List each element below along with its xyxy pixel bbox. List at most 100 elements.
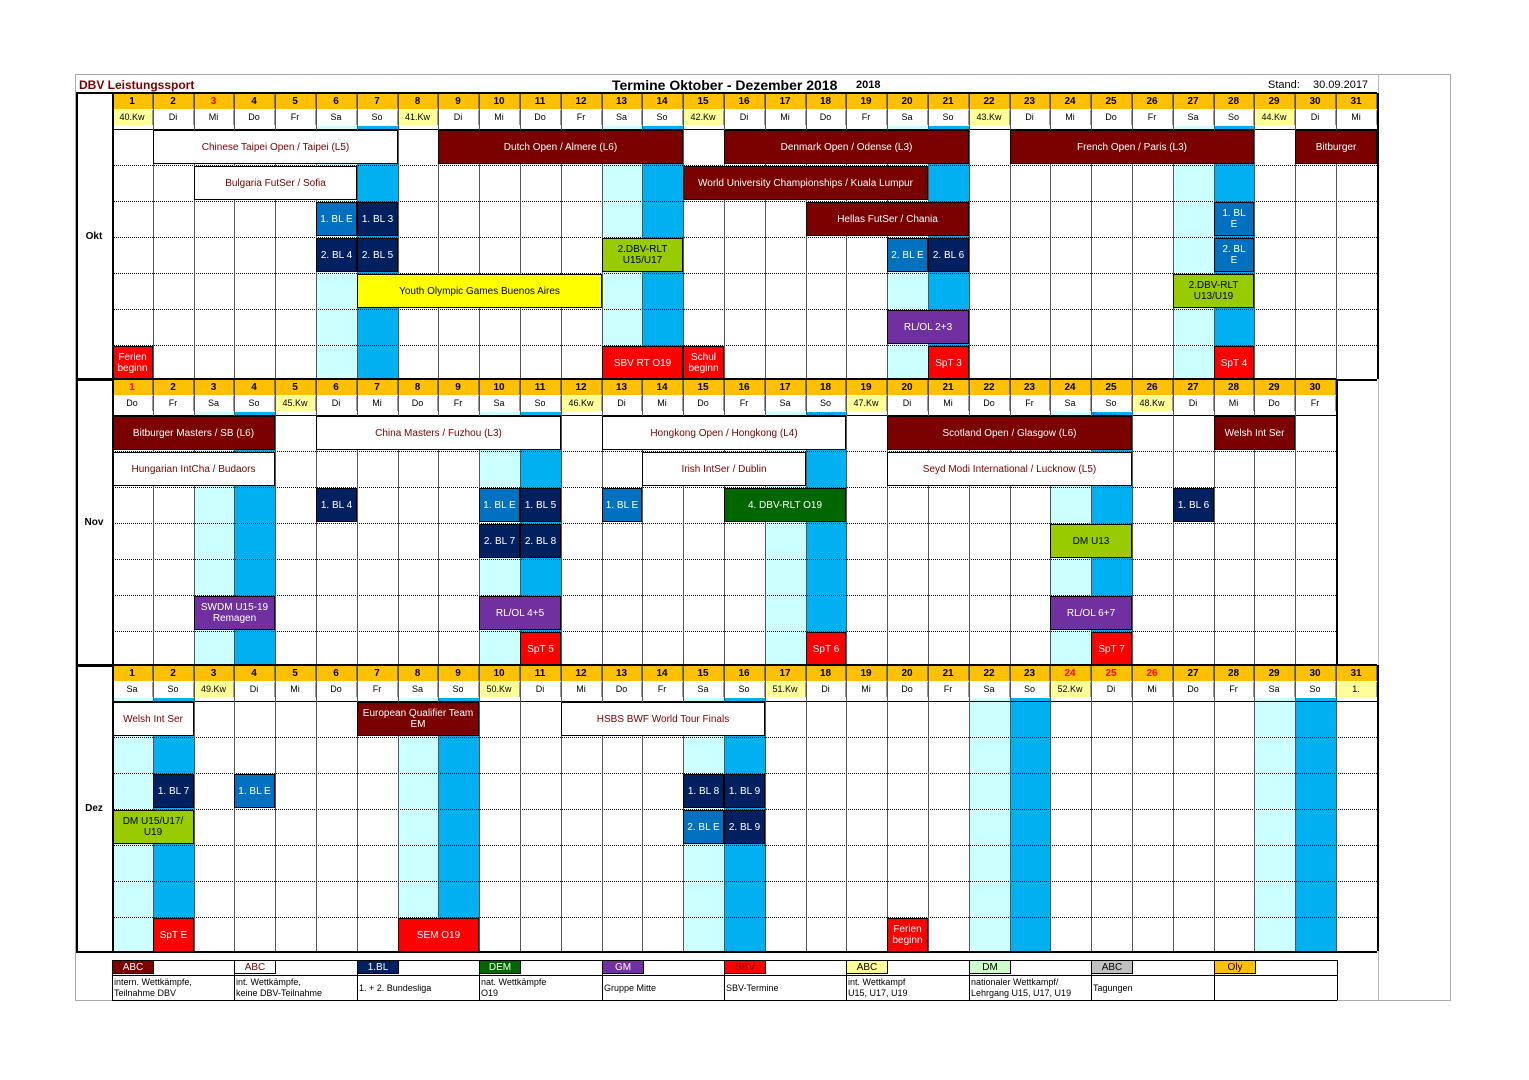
calendar-event[interactable]: 2. BL 7 xyxy=(479,524,520,558)
legend-divider xyxy=(724,960,725,1000)
calendar-event[interactable]: Ferien beginn xyxy=(112,346,153,380)
calendar-event[interactable]: 1. BL 8 xyxy=(683,774,724,808)
grid-day-line xyxy=(1091,665,1092,951)
calendar-event[interactable]: 2. BL E xyxy=(887,238,928,272)
calendar-event[interactable]: 2. BL 5 xyxy=(357,238,398,272)
grid-day-line xyxy=(602,93,603,379)
weekday-label: 48.Kw xyxy=(1132,396,1173,411)
calendar-event[interactable]: Denmark Open / Odense (L3) xyxy=(724,130,969,164)
calendar-event[interactable]: 2. BL E xyxy=(1214,238,1254,272)
calendar-event[interactable]: RL/OL 2+3 xyxy=(887,310,969,344)
calendar-event[interactable]: World University Championships / Kuala L… xyxy=(683,166,928,200)
calendar-event[interactable]: 2. BL 8 xyxy=(520,524,561,558)
calendar-event[interactable]: 2.DBV-RLT U15/U17 xyxy=(602,238,683,272)
calendar-event[interactable]: European Qualifier Team EM xyxy=(357,702,479,736)
legend-description: nat. Wettkämpfe O19 xyxy=(481,977,547,998)
calendar-event[interactable]: China Masters / Fuzhou (L3) xyxy=(316,416,561,450)
weekday-label: Do xyxy=(683,396,724,411)
calendar-event[interactable]: 1. BL E xyxy=(316,202,357,236)
calendar-event[interactable]: Welsh Int Ser xyxy=(112,702,194,736)
weekend-band xyxy=(1173,126,1214,379)
calendar-event[interactable]: Schul beginn xyxy=(683,346,724,380)
grid-day-line xyxy=(520,379,521,665)
calendar-event[interactable]: SpT 6 xyxy=(806,632,846,666)
calendar-event[interactable]: 2. BL E xyxy=(683,810,724,844)
calendar-event[interactable]: SEM O19 xyxy=(398,918,479,952)
day-number: 22 xyxy=(969,665,1010,681)
calendar-event[interactable]: SpT E xyxy=(153,918,194,952)
calendar-event[interactable]: 1. BL 6 xyxy=(1173,488,1214,522)
month-frame-top xyxy=(76,378,1336,380)
weekday-label: Sa xyxy=(112,682,153,697)
calendar-event[interactable]: 1. BL 4 xyxy=(316,488,357,522)
day-number: 18 xyxy=(806,665,846,681)
calendar-event[interactable]: HSBS BWF World Tour Finals xyxy=(561,702,765,736)
calendar-event[interactable]: Hungarian IntCha / Budaors xyxy=(112,452,275,486)
grid-day-line xyxy=(438,93,439,379)
calendar-event[interactable]: Dutch Open / Almere (L6) xyxy=(438,130,683,164)
grid-day-line xyxy=(642,379,643,665)
calendar-event[interactable]: Scotland Open / Glasgow (L6) xyxy=(887,416,1132,450)
day-number: 3 xyxy=(194,93,234,109)
grid-day-line xyxy=(724,93,725,379)
weekday-label: Di xyxy=(316,396,357,411)
calendar-event[interactable]: Bitburger Masters / SB (L6) xyxy=(112,416,275,450)
calendar-event[interactable]: SpT 3 xyxy=(928,346,969,380)
day-number: 30 xyxy=(1295,665,1336,681)
calendar-event[interactable]: Seyd Modi International / Lucknow (L5) xyxy=(887,452,1132,486)
day-number: 26 xyxy=(1132,379,1173,395)
calendar-event[interactable]: Welsh Int Ser xyxy=(1214,416,1295,450)
calendar-event[interactable]: DM U15/U17/ U19 xyxy=(112,810,194,844)
weekday-label: Mi xyxy=(1336,110,1377,125)
calendar-event[interactable]: 2. BL 9 xyxy=(724,810,765,844)
day-number: 9 xyxy=(438,93,479,109)
grid-day-line xyxy=(1010,93,1011,379)
day-number: 8 xyxy=(398,665,438,681)
calendar-event[interactable]: DM U13 xyxy=(1050,524,1132,558)
month-label-divider xyxy=(112,379,114,665)
calendar-event[interactable]: Irish IntSer / Dublin xyxy=(642,452,806,486)
calendar-event[interactable]: 1. BL E xyxy=(602,488,642,522)
calendar-event[interactable]: SBV RT O19 xyxy=(602,346,683,380)
calendar-event[interactable]: 1. BL 9 xyxy=(724,774,765,808)
calendar-event[interactable]: 1. BL E xyxy=(234,774,275,808)
calendar-event[interactable]: SWDM U15-19 Remagen xyxy=(194,596,275,630)
calendar-event[interactable]: RL/OL 4+5 xyxy=(479,596,561,630)
calendar-event[interactable]: 1. BL E xyxy=(1214,202,1254,236)
calendar-event[interactable]: Chinese Taipei Open / Taipei (L5) xyxy=(153,130,398,164)
day-number: 15 xyxy=(683,665,724,681)
grid-day-line xyxy=(479,665,480,951)
calendar-event[interactable]: 2. BL 4 xyxy=(316,238,357,272)
legend-description: int. Wettkämpfe, keine DBV-Teilnahme xyxy=(236,977,323,998)
calendar-event[interactable]: 1. BL 7 xyxy=(153,774,194,808)
calendar-event[interactable]: Hellas FutSer / Chania xyxy=(806,202,969,236)
grid-row-line xyxy=(112,165,1377,166)
grid-day-line xyxy=(887,93,888,379)
calendar-event[interactable]: 1. BL 5 xyxy=(520,488,561,522)
calendar-event[interactable]: 2. BL 6 xyxy=(928,238,969,272)
calendar-event[interactable]: SpT 5 xyxy=(520,632,561,666)
day-number: 5 xyxy=(275,665,316,681)
grid-day-line xyxy=(765,93,766,379)
calendar-event[interactable]: Youth Olympic Games Buenos Aires xyxy=(357,274,602,308)
calendar-event[interactable]: Bitburger xyxy=(1295,130,1377,164)
calendar-event[interactable]: SpT 4 xyxy=(1214,346,1254,380)
calendar-event[interactable]: 1. BL E xyxy=(479,488,520,522)
day-number: 1 xyxy=(112,93,153,109)
calendar-event[interactable]: French Open / Paris (L3) xyxy=(1010,130,1254,164)
day-number: 11 xyxy=(520,379,561,395)
day-number: 22 xyxy=(969,93,1010,109)
calendar-event[interactable]: Ferien beginn xyxy=(887,918,928,952)
calendar-event[interactable]: Bulgaria FutSer / Sofia xyxy=(194,166,357,200)
calendar-event[interactable]: RL/OL 6+7 xyxy=(1050,596,1132,630)
calendar-event[interactable]: 2.DBV-RLT U13/U19 xyxy=(1173,274,1254,308)
grid-day-line xyxy=(1214,93,1215,379)
calendar-event[interactable]: 1. BL 3 xyxy=(357,202,398,236)
month-frame-top xyxy=(76,664,1377,666)
grid-day-line xyxy=(275,379,276,665)
grid-day-line xyxy=(928,665,929,951)
calendar-event[interactable]: SpT 7 xyxy=(1091,632,1132,666)
grid-row-line xyxy=(112,701,1377,702)
calendar-event[interactable]: 4. DBV-RLT O19 xyxy=(724,488,846,522)
calendar-event[interactable]: Hongkong Open / Hongkong (L4) xyxy=(602,416,846,450)
